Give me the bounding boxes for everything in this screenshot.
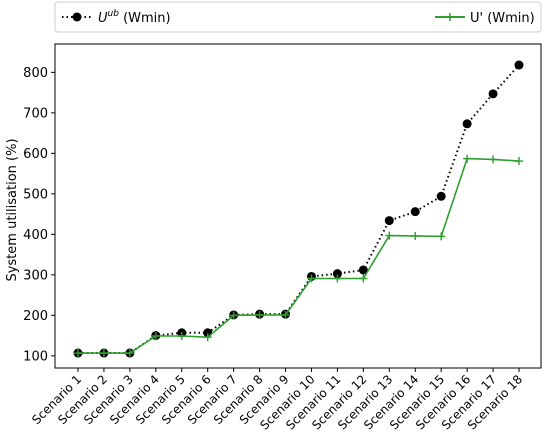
- y-tick-label: 400: [23, 228, 48, 243]
- series-2-point: [177, 332, 186, 341]
- y-tick-label: 200: [23, 309, 48, 324]
- y-axis: 100 200 300 400 500 600 700 800: [23, 66, 55, 364]
- series-2-point: [359, 274, 368, 283]
- series-1-point: [358, 265, 368, 275]
- legend-marker-series-2: [446, 13, 454, 21]
- series-2-point: [463, 154, 472, 163]
- y-axis-label: System utilisation (%): [5, 138, 20, 281]
- series-2-line: [78, 157, 520, 354]
- y-tick-label: 800: [23, 66, 48, 81]
- series-2-point: [229, 311, 238, 320]
- series-2-point: [385, 231, 394, 240]
- y-tick-label: 100: [23, 349, 48, 364]
- legend-marker-series-1: [72, 12, 82, 22]
- y-tick-label: 500: [23, 187, 48, 202]
- plot-frame: [54, 43, 542, 369]
- series-1-point: [514, 60, 524, 70]
- series-1-point: [410, 207, 420, 217]
- series-2-point: [99, 349, 108, 358]
- series-1-point: [462, 119, 472, 129]
- series-2-point: [411, 231, 420, 240]
- series-2-point: [333, 274, 342, 283]
- series-2-point: [307, 274, 316, 283]
- series-1-point: [436, 191, 446, 201]
- y-tick-label: 700: [23, 106, 48, 121]
- plot-area: [73, 60, 524, 358]
- series-2-point: [515, 157, 523, 166]
- series-1-line: [78, 64, 520, 355]
- y-tick-label: 600: [23, 147, 48, 162]
- legend-frame: [54, 1, 542, 33]
- series-2-point: [125, 349, 134, 358]
- series-2-point: [281, 310, 290, 319]
- y-tick-label: 300: [23, 268, 48, 283]
- series-2-point: [255, 310, 264, 319]
- series-2-point: [203, 333, 212, 342]
- series-2-point: [151, 332, 160, 341]
- legend-label-series-2: U' (Wmin): [470, 11, 535, 26]
- series-2-point: [437, 232, 446, 241]
- series-1-point: [384, 216, 394, 226]
- legend: Uub (Wmin) U' (Wmin): [54, 1, 542, 33]
- legend-label-series-1: Uub (Wmin): [98, 9, 171, 26]
- series-1-point: [332, 269, 342, 279]
- series-1-point: [488, 89, 498, 99]
- series-2-point: [489, 155, 498, 164]
- series-2-point: [74, 349, 82, 358]
